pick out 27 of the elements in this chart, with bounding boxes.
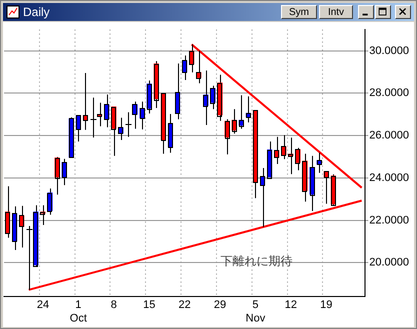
candlestick (274, 136, 280, 164)
x-tick-label: 12 (284, 299, 297, 312)
y-tick-label: 30.0000 (369, 44, 410, 57)
x-tick-label: 8 (110, 299, 117, 312)
candlestick (118, 117, 124, 141)
y-tick-label: 22.0000 (369, 214, 410, 226)
candlestick (90, 97, 97, 138)
x-tick-label: 22 (178, 299, 191, 312)
y-tick-label: 24.0000 (369, 172, 410, 184)
x-tick-label: 15 (143, 299, 156, 312)
candlestick (316, 152, 322, 174)
text: Intv (319, 5, 353, 19)
annotation: 下離れに期待 (220, 254, 293, 268)
x-tick-label: 29 (214, 299, 226, 312)
candlestick (125, 112, 132, 138)
candlestick (68, 116, 74, 158)
x-tick-label: 1 Oct (70, 299, 87, 324)
chart-title: Daily (23, 5, 50, 19)
y-tick-label: 26.0000 (369, 130, 410, 142)
y-tick-label: 28.0000 (369, 87, 410, 100)
candlestick (174, 63, 180, 120)
y-tick-label: 20.0000 (369, 256, 410, 269)
text: Sym (281, 5, 317, 19)
candlestick (19, 205, 24, 248)
x-tick-label: 19 (320, 299, 332, 312)
x-tick-label: 24 (36, 299, 50, 312)
x-tick-label: 5 Nov (246, 299, 266, 324)
